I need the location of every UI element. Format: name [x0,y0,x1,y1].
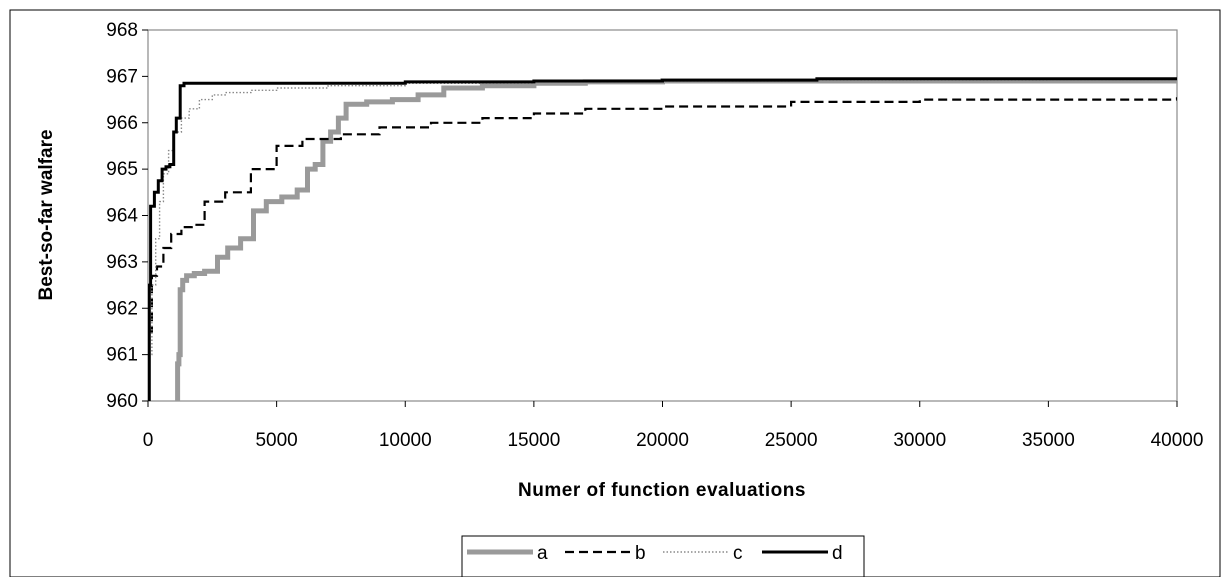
y-tick-label: 963 [106,252,138,273]
x-tick-label: 15000 [507,430,560,451]
legend-label-d: d [832,543,843,564]
legend-label-c: c [733,543,743,564]
x-axis-title: Numer of function evaluations [518,480,806,501]
x-tick-label: 5000 [255,430,297,451]
y-axis-title: Best-so-far walfare [36,129,57,300]
x-tick-label: 10000 [379,430,432,451]
legend: a b c d [461,535,865,578]
y-tick-label: 964 [106,206,138,227]
x-tick-label: 30000 [893,430,946,451]
y-tick-label: 967 [106,66,138,87]
legend-label-b: b [635,543,646,564]
legend-label-a: a [537,543,548,564]
y-tick-label: 966 [106,113,138,134]
y-tick-label: 962 [106,298,138,319]
y-axis: 960 961 962 963 964 965 966 967 968 [106,20,148,412]
x-tick-label: 35000 [1022,430,1075,451]
series-line-a [175,78,1177,401]
x-tick-label: 0 [143,430,154,451]
y-tick-label: 960 [106,391,138,412]
legend-box [461,535,865,578]
x-axis: 0 5000 10000 15000 20000 25000 30000 35000 40000 [143,401,1204,451]
series-line-b [148,97,1177,333]
plot-area [147,29,1178,402]
series-line-d [148,77,1177,401]
series-lines [148,77,1177,401]
x-tick-label: 40000 [1151,430,1204,451]
y-tick-label: 968 [106,20,138,41]
y-tick-label: 965 [106,159,138,180]
x-tick-label: 25000 [765,430,818,451]
y-tick-label: 961 [106,345,138,366]
x-tick-label: 20000 [636,430,689,451]
